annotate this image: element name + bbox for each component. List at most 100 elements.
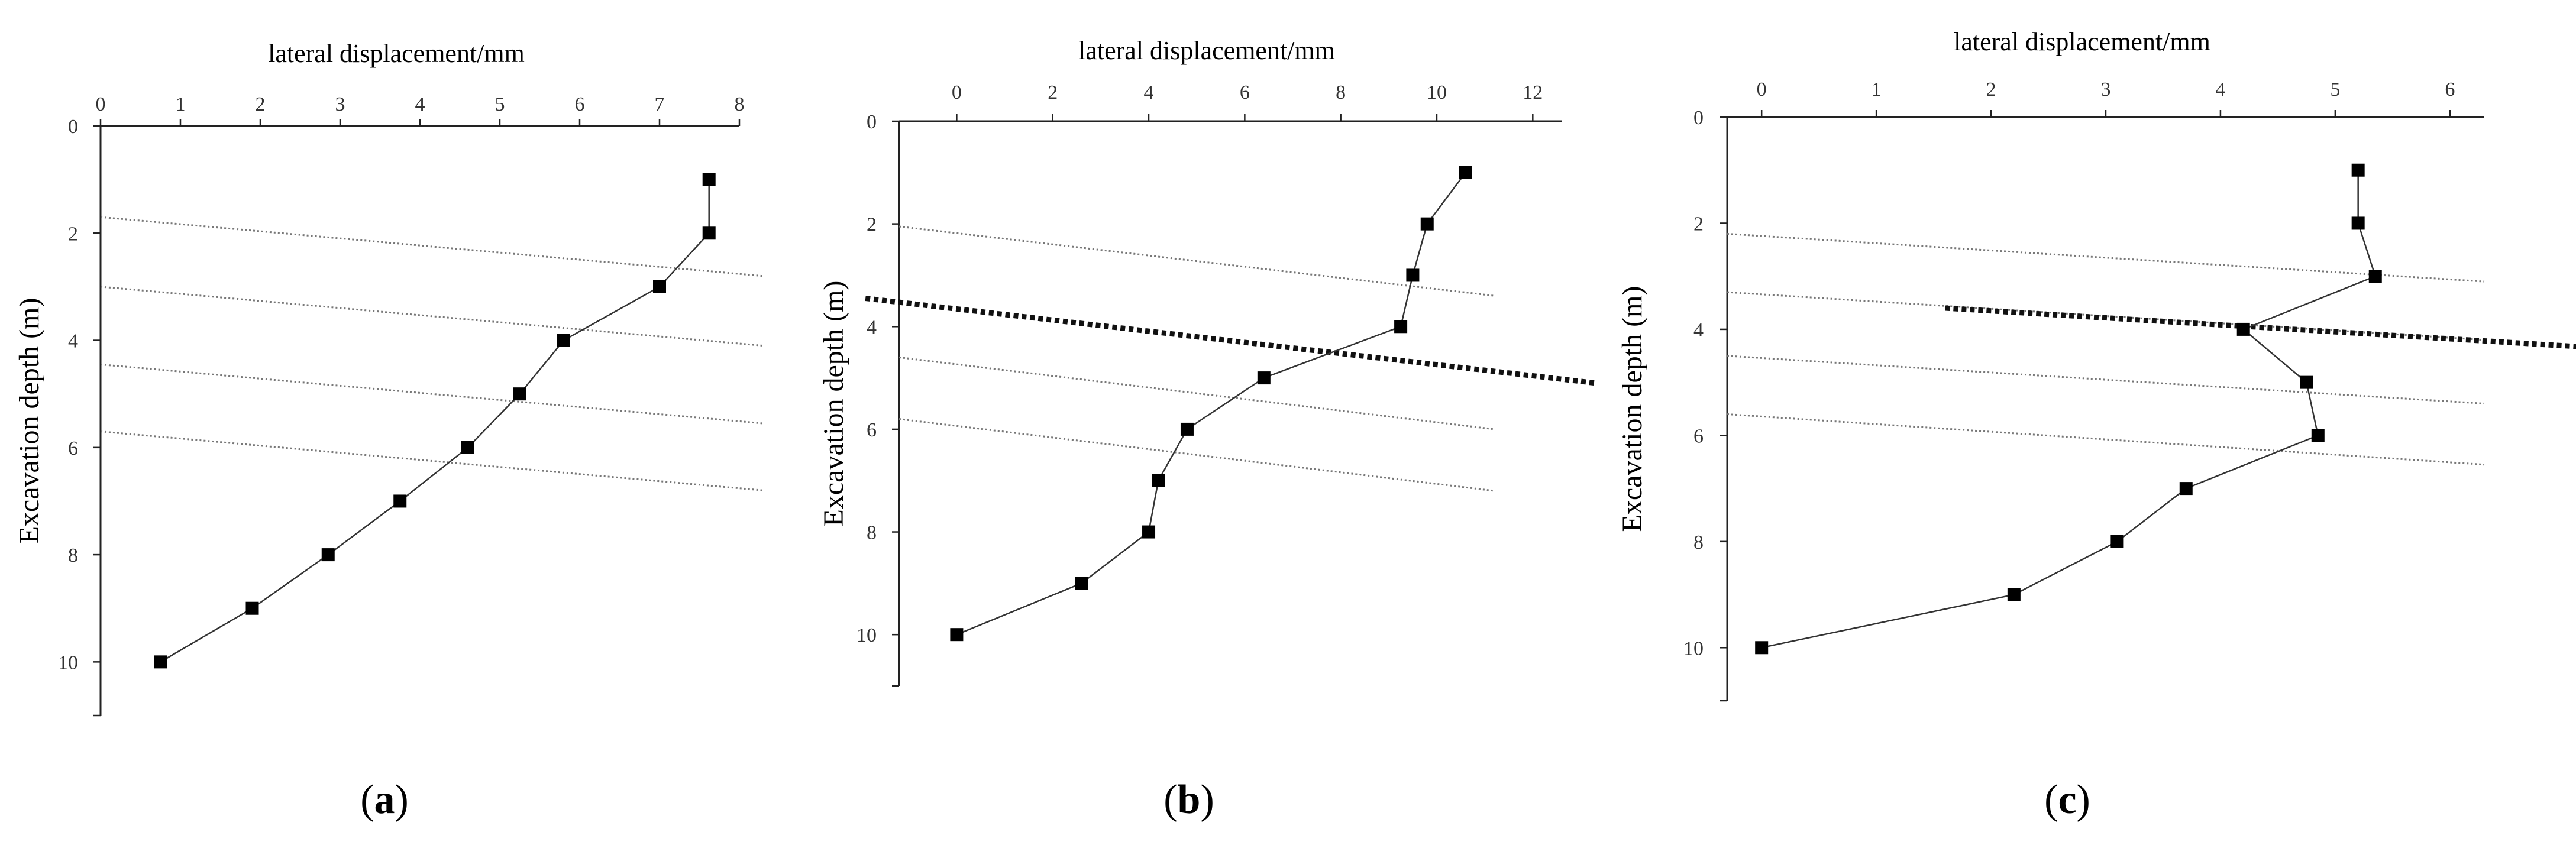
heavy-dotted-reference-line [865, 296, 1596, 386]
dotted-reference-line [100, 430, 764, 491]
y-tick-label: 8 [867, 522, 877, 544]
y-tick-label: 2 [68, 223, 78, 245]
data-point-marker [702, 173, 716, 186]
data-point-marker [154, 655, 167, 669]
x-tick-label: 3 [2101, 79, 2111, 101]
heavy-dotted-reference-line [1945, 305, 2576, 349]
y-tick-label: 2 [867, 214, 877, 236]
data-point-marker [321, 548, 335, 562]
x-tick-label: 4 [1144, 82, 1154, 103]
panel-label: (b) [1163, 777, 1214, 823]
data-point-marker [2351, 163, 2365, 177]
x-axis-title: lateral displacement/mm [1954, 27, 2210, 56]
data-point-marker [1406, 268, 1420, 282]
data-point-marker [653, 280, 666, 293]
dotted-reference-line [1727, 413, 2485, 466]
data-point-marker [2300, 375, 2313, 389]
y-axis-title: Excavation depth (m) [14, 298, 45, 544]
y-tick-label: 4 [68, 331, 78, 352]
panel-label: (a) [360, 777, 409, 823]
y-tick-label: 4 [867, 316, 877, 338]
x-tick-label: 1 [1872, 79, 1882, 101]
x-tick-label: 6 [575, 93, 585, 115]
dotted-reference-line [898, 418, 1495, 492]
x-tick-label: 7 [655, 93, 665, 115]
dotted-reference-line [100, 286, 764, 347]
x-tick-label: 2 [256, 93, 266, 115]
dotted-reference-line [100, 216, 764, 277]
data-point-marker [1142, 525, 1156, 539]
data-point-marker [2007, 588, 2021, 601]
data-point-marker [2351, 216, 2365, 230]
data-point-marker [2179, 482, 2193, 496]
panel-label-close-paren: ) [1200, 777, 1214, 823]
series-line [160, 179, 710, 663]
data-point-marker [950, 628, 964, 642]
x-tick-label: 1 [176, 93, 186, 115]
panel-label-letter: a [374, 777, 395, 823]
y-tick-label: 8 [68, 545, 78, 566]
data-point-marker [702, 226, 716, 240]
chart-panel-a: 0 1 2 3 4 5 6 7 8 0 2 4 6 8 10 lateral displacement/mm E… [14, 39, 764, 823]
panel-label-close-paren: ) [2077, 777, 2090, 823]
y-tick-label: 2 [1693, 213, 1704, 235]
y-tick-label: 0 [1693, 107, 1704, 129]
y-axis-title: Excavation depth (m) [1617, 286, 1648, 532]
dotted-reference-line [898, 356, 1495, 430]
x-tick-label: 5 [495, 93, 505, 115]
y-tick-label: 8 [1693, 532, 1704, 553]
x-tick-label: 2 [1986, 79, 1996, 101]
data-point-marker [2236, 322, 2250, 336]
y-tick-label: 0 [867, 111, 877, 133]
panel-label-letter: c [2058, 777, 2076, 823]
data-point-marker [1459, 166, 1472, 179]
panel-label-close-paren: ) [395, 777, 409, 823]
x-tick-label: 0 [1757, 79, 1767, 101]
data-point-marker [393, 494, 407, 508]
y-tick-label: 10 [1683, 637, 1704, 659]
data-point-marker [513, 387, 526, 401]
panel-label-open-paren: ( [2044, 777, 2058, 823]
panel-label-open-paren: ( [1163, 777, 1177, 823]
data-point-marker [1075, 577, 1088, 590]
chart-panel-b: 0 2 4 6 8 10 12 0 2 4 6 8 10 lateral displacement/mm E… [818, 36, 1596, 823]
x-tick-label: 4 [2215, 79, 2225, 101]
x-tick-label: 3 [335, 93, 345, 115]
x-tick-label: 8 [1336, 82, 1346, 103]
y-tick-label: 10 [856, 624, 877, 646]
data-point-marker [2368, 270, 2382, 283]
x-tick-label: 12 [1523, 82, 1543, 103]
y-tick-label: 0 [68, 116, 78, 138]
dotted-reference-line [1727, 355, 2485, 405]
panel-label-letter: b [1178, 777, 1201, 823]
data-point-marker [1257, 371, 1271, 385]
x-tick-label: 6 [1240, 82, 1250, 103]
panel-label: (c) [2044, 777, 2090, 823]
data-point-marker [1420, 217, 1434, 231]
y-tick-label: 6 [867, 419, 877, 441]
x-axis-title: lateral displacement/mm [268, 39, 525, 68]
dotted-reference-line [100, 363, 764, 425]
y-tick-label: 4 [1693, 319, 1704, 341]
x-tick-label: 4 [415, 93, 425, 115]
x-tick-label: 10 [1427, 82, 1447, 103]
data-point-marker [1755, 641, 1769, 655]
series-line [1761, 170, 2377, 649]
x-tick-label: 0 [96, 93, 106, 115]
data-point-marker [1180, 422, 1194, 436]
dotted-reference-line [898, 225, 1495, 297]
y-axis-title: Excavation depth (m) [818, 281, 849, 527]
data-point-marker [461, 441, 474, 454]
x-tick-label: 6 [2445, 79, 2455, 101]
x-tick-label: 2 [1048, 82, 1058, 103]
data-point-marker [245, 601, 259, 615]
x-axis-title: lateral displacement/mm [1078, 36, 1335, 65]
x-tick-label: 0 [952, 82, 962, 103]
y-tick-label: 10 [58, 652, 78, 674]
data-point-marker [2110, 535, 2124, 548]
x-tick-label: 5 [2330, 79, 2340, 101]
y-tick-label: 6 [1693, 425, 1704, 447]
panel-label-open-paren: ( [360, 777, 374, 823]
chart-panel-c: 0 1 2 3 4 5 6 0 2 4 6 8 10 lateral displacement/mm Exc… [1617, 27, 2576, 823]
